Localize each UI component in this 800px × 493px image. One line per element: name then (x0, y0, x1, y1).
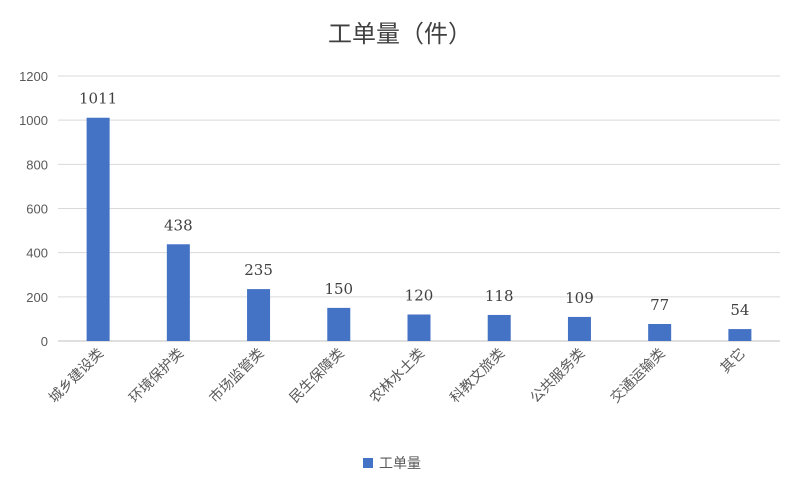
x-tick-label: 市场监管类 (206, 345, 268, 407)
data-label: 150 (324, 280, 353, 298)
x-tick-label: 公共服务类 (527, 346, 588, 407)
bars (86, 117, 752, 341)
y-tick-label: 200 (26, 290, 48, 305)
y-tick-label: 800 (26, 157, 48, 172)
bar (407, 314, 431, 341)
bar (648, 323, 672, 341)
x-axis-ticks: 城乡建设类 环境保护类 市场监管类 民生保障类 农林水土类 科教文旅类 公共服务类 交通运输类… (46, 345, 749, 407)
data-labels: 1011 438 235 150 120 118 109 77 54 (79, 90, 749, 319)
legend-swatch (363, 458, 373, 468)
y-tick-label: 1200 (19, 69, 48, 84)
bar (86, 117, 110, 341)
bar (567, 316, 591, 341)
y-tick-label: 400 (26, 246, 48, 261)
x-tick-label: 民生保障类 (287, 346, 348, 407)
x-tick-label: 环境保护类 (126, 346, 187, 407)
y-axis-ticks: 0 200 400 600 800 1000 1200 (19, 69, 48, 349)
data-label: 120 (405, 287, 434, 305)
bar (728, 329, 752, 341)
data-label: 1011 (79, 90, 117, 108)
x-tick-label: 其它 (717, 345, 749, 377)
data-label: 77 (650, 296, 669, 314)
bar (327, 307, 351, 341)
data-label: 118 (485, 287, 514, 305)
y-tick-label: 600 (26, 202, 48, 217)
x-tick-label: 交通运输类 (607, 345, 669, 407)
legend: 工单量 (363, 456, 421, 472)
bar (166, 244, 190, 341)
data-label: 438 (164, 216, 193, 234)
legend-label: 工单量 (379, 456, 421, 472)
y-tick-label: 1000 (19, 113, 48, 128)
y-tick-label: 0 (41, 334, 48, 349)
data-label: 235 (244, 261, 273, 279)
x-tick-label: 科教文旅类 (447, 346, 508, 407)
data-label: 109 (565, 289, 594, 307)
x-tick-label: 农林水土类 (367, 346, 428, 407)
x-tick-label: 城乡建设类 (46, 346, 107, 407)
data-label: 54 (730, 301, 749, 319)
chart-title: 工单量（件） (328, 20, 472, 48)
bar (247, 289, 271, 341)
bar (487, 314, 511, 341)
